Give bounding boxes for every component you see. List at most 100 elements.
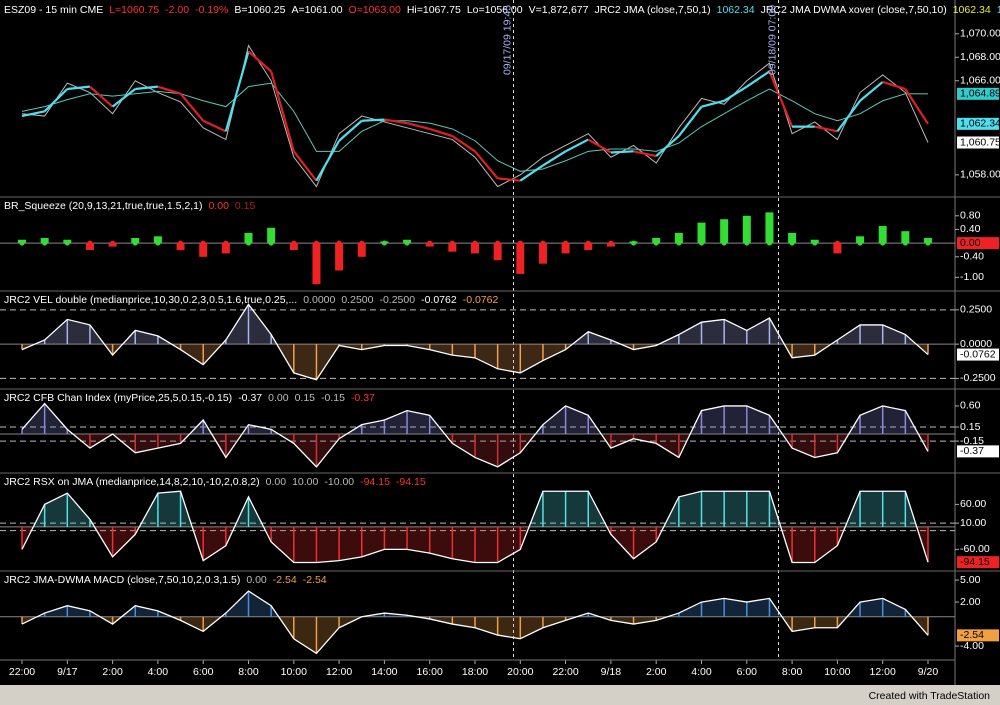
x-tick-label: 4:00 <box>691 666 712 678</box>
annotation-label: 09/18/09 07:00 <box>766 5 778 75</box>
y-tick-label: 0.40 <box>960 223 981 235</box>
pane-header: -0.19% <box>195 4 228 16</box>
value-box <box>957 348 999 361</box>
x-tick-label: 22:00 <box>552 666 578 678</box>
squeeze-dot <box>902 240 908 246</box>
histogram-bar <box>924 238 932 244</box>
histogram-bar <box>335 243 344 271</box>
jma-segment <box>135 85 159 91</box>
y-tick-label: -1.00 <box>960 271 984 283</box>
x-tick-label: 8:00 <box>782 666 803 678</box>
jma-segment <box>723 85 748 102</box>
squeeze-dot <box>336 240 342 246</box>
squeeze-dot <box>766 240 772 246</box>
jma-segment <box>587 138 612 154</box>
x-tick-label: 14:00 <box>371 666 397 678</box>
squeeze-dot <box>178 240 184 246</box>
value-box-label: 1,060.75 <box>960 136 1000 148</box>
squeeze-dot <box>42 240 48 246</box>
pane-header: -94.15 <box>360 476 390 488</box>
squeeze-dot <box>585 240 591 246</box>
x-tick-label: 12:00 <box>326 666 352 678</box>
squeeze-dot <box>472 240 478 246</box>
histogram-bar <box>652 238 661 244</box>
squeeze-dot <box>246 240 251 246</box>
jma-segment <box>882 80 906 91</box>
squeeze-dot <box>223 240 229 246</box>
squeeze-dot <box>495 240 501 246</box>
jma-segment <box>451 135 476 153</box>
value-box <box>957 117 999 130</box>
pane-header: JRC2 JMA (close,7,50,1) <box>594 4 710 16</box>
jma-segment <box>768 70 794 128</box>
histogram-bar <box>176 243 185 250</box>
histogram-bar <box>788 232 797 244</box>
jma-segment <box>89 85 114 108</box>
squeeze-dot <box>291 240 297 246</box>
pane-header: -0.37 <box>351 392 375 404</box>
squeeze-dot <box>155 240 161 246</box>
value-box <box>957 556 999 569</box>
value-box-label: -0.0762 <box>960 348 996 360</box>
histogram-bar <box>85 243 94 250</box>
value-box <box>957 136 999 149</box>
squeeze-dot <box>200 240 206 246</box>
histogram-bar <box>448 243 457 252</box>
pane-header: -0.0762 <box>463 294 499 306</box>
squeeze-dot <box>64 240 70 246</box>
squeeze-dot <box>880 240 886 246</box>
pane-header: 0.00 <box>208 200 229 212</box>
y-tick-label: 0.15 <box>960 421 981 433</box>
x-tick-label: 16:00 <box>417 666 443 678</box>
pane-header: 10.00 <box>292 476 318 488</box>
histogram-bar <box>471 243 479 254</box>
pane-header: -2.00 <box>165 4 189 16</box>
x-tick-label: 18:00 <box>462 666 488 678</box>
pane-header: O=1063.00 <box>349 4 401 16</box>
pane-header: V=1,872,677 <box>529 4 589 16</box>
jma-segment <box>224 51 250 132</box>
jma-segment <box>384 118 408 125</box>
jma-segment <box>406 122 430 131</box>
x-tick-label: 2:00 <box>102 666 123 678</box>
series-line <box>21 303 929 381</box>
pane-header: -0.15 <box>321 392 345 404</box>
squeeze-dot <box>268 240 274 246</box>
value-box <box>957 445 999 458</box>
value-box-label: 1,064.89 <box>960 88 1000 100</box>
y-tick-label: 10.00 <box>960 517 986 529</box>
jma-segment <box>474 150 499 180</box>
x-tick-label: 8:00 <box>238 666 259 678</box>
histogram-bar <box>901 231 910 244</box>
pane-header: -2.54 <box>273 574 297 586</box>
pane-header: B=1060.25 <box>234 4 285 16</box>
squeeze-dot <box>721 240 727 246</box>
jma-segment <box>429 127 453 138</box>
histogram-bar <box>765 212 774 244</box>
histogram-bar <box>131 238 140 244</box>
x-tick-label: 22:00 <box>9 666 35 678</box>
pane-header: 0.00 <box>266 476 287 488</box>
series-line <box>21 490 929 564</box>
annotation-label: 09/17/09 19:45 <box>501 5 513 75</box>
pane-header: -0.0762 <box>421 294 457 306</box>
y-tick-label: 1,070.00 <box>960 28 1000 40</box>
x-tick-label: 9/20 <box>918 666 939 678</box>
squeeze-dot <box>313 240 319 246</box>
squeeze-dot <box>359 240 365 246</box>
pane-header: JRC2 JMA DWMA xover (close,7,50,10) <box>761 4 947 16</box>
series-line <box>21 590 929 655</box>
x-tick-label: 9/17 <box>57 666 78 678</box>
squeeze-dot <box>676 240 682 246</box>
y-tick-label: 0.80 <box>960 210 981 222</box>
y-tick-label: 5.00 <box>960 574 981 586</box>
value-box-label: -0.37 <box>960 445 984 457</box>
histogram-bar <box>153 236 162 244</box>
jma-segment <box>497 177 521 182</box>
histogram-bar <box>516 243 525 274</box>
series-line <box>21 402 929 468</box>
y-tick-label: 2.00 <box>960 596 981 608</box>
y-tick-label: 1,058.00 <box>960 169 1000 181</box>
pane-header: BR_Squeeze (20,9,13,21,true,true,1.5,2,1… <box>4 200 202 212</box>
